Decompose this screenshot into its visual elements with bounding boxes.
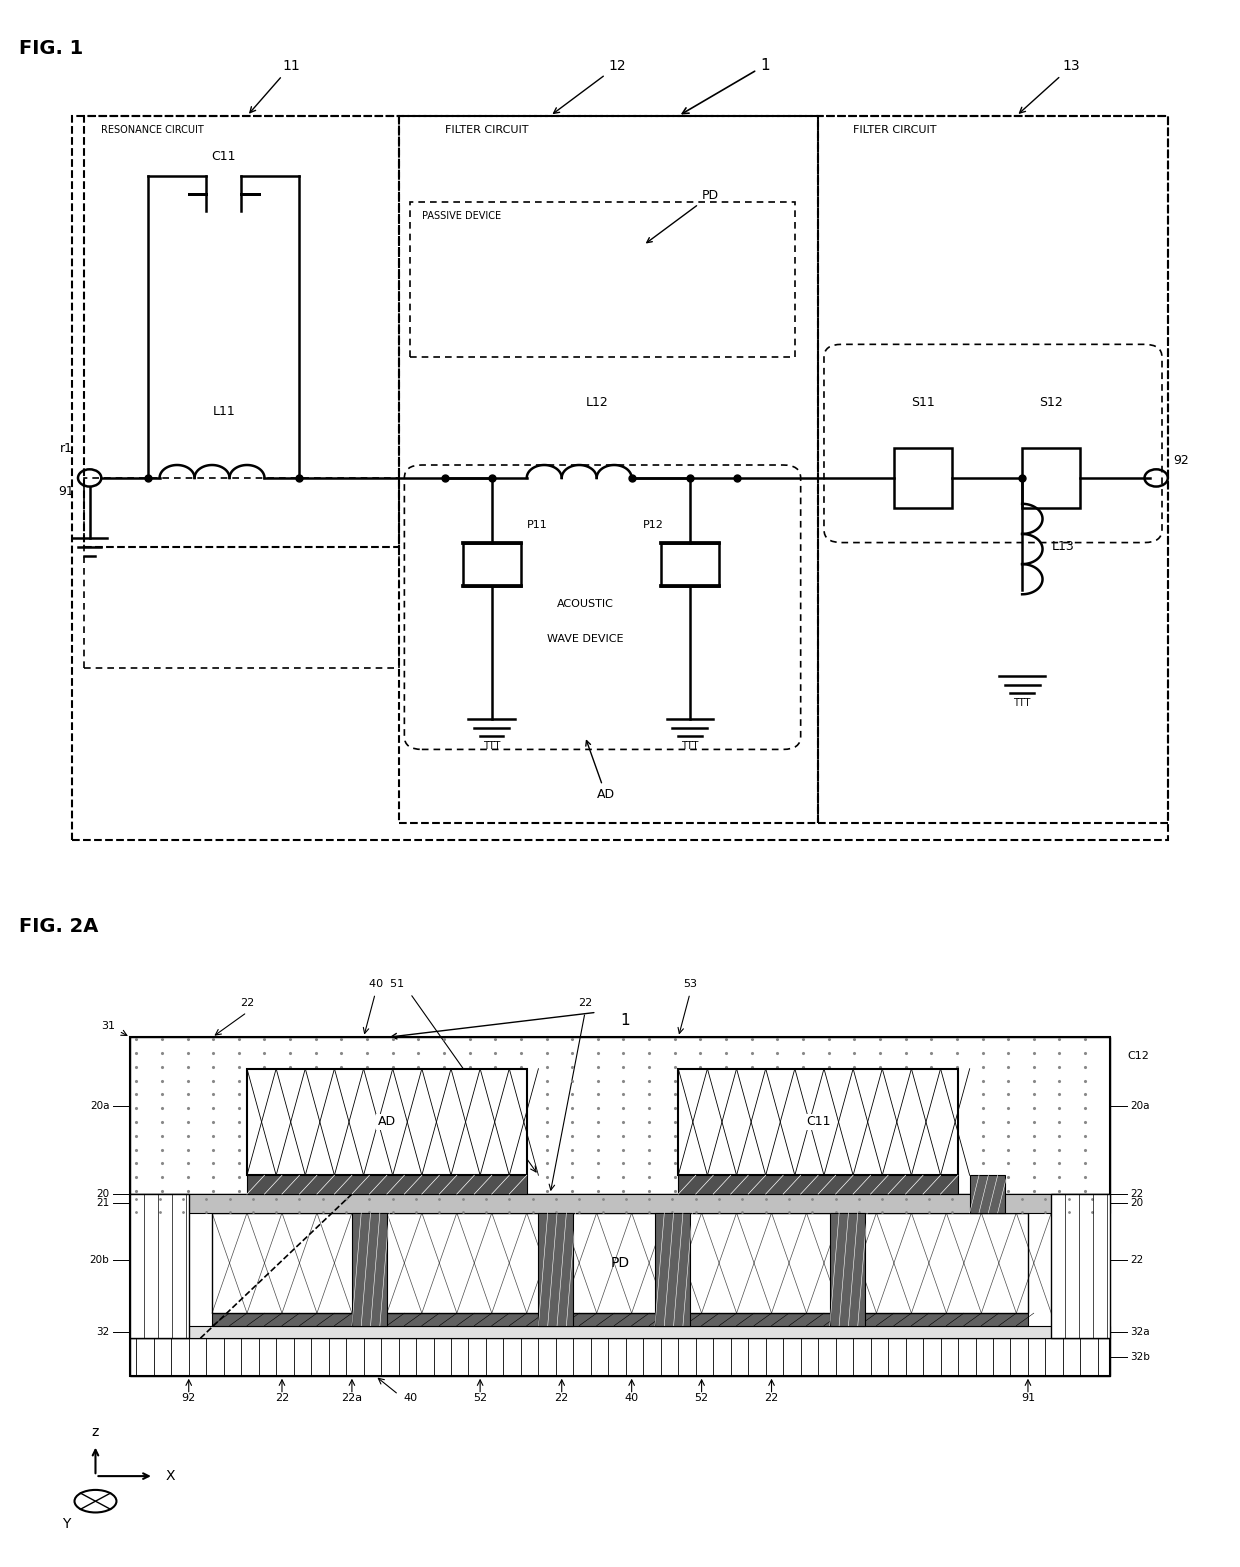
Bar [247,1069,527,1175]
Text: PASSIVE DEVICE: PASSIVE DEVICE [422,210,501,221]
Text: 22: 22 [1131,1255,1143,1265]
Text: S11: S11 [911,396,935,409]
Text: AD: AD [378,1116,396,1128]
Bar [130,1194,1110,1213]
Bar [678,1069,959,1175]
Text: 91: 91 [58,486,74,498]
Bar [894,448,952,508]
Text: 91: 91 [1021,1393,1035,1402]
Text: 1: 1 [682,58,770,114]
Text: 20a: 20a [91,1102,109,1111]
Bar [661,542,719,586]
Bar [130,1194,188,1338]
Text: z: z [92,1424,99,1439]
Text: FILTER CIRCUIT: FILTER CIRCUIT [853,124,936,135]
Text: 52: 52 [474,1393,487,1402]
Text: 40: 40 [625,1393,639,1402]
Text: C11: C11 [806,1116,831,1128]
Text: 22: 22 [1131,1189,1143,1199]
Text: L13: L13 [1052,541,1074,553]
Text: 20a: 20a [1131,1102,1149,1111]
Bar [247,1175,527,1194]
Text: 1: 1 [620,1012,630,1028]
Text: 20: 20 [1131,1199,1143,1208]
Text: L12: L12 [585,396,608,409]
Text: 11: 11 [249,60,300,113]
Text: Y: Y [62,1517,71,1531]
Text: AD: AD [585,741,615,801]
Bar [352,1213,387,1326]
Text: 32: 32 [97,1327,109,1337]
Text: 22: 22 [275,1393,289,1402]
Bar [130,1037,1110,1194]
Text: 22: 22 [764,1393,779,1402]
Bar [212,1313,1028,1326]
Bar [130,1037,1110,1376]
Text: 22: 22 [578,998,593,1008]
Text: TTT: TTT [681,741,698,752]
Text: 32b: 32b [1131,1352,1151,1362]
Text: PD: PD [610,1257,630,1269]
Text: 32a: 32a [1131,1327,1151,1337]
Bar [678,1175,959,1194]
Text: 22a: 22a [341,1393,362,1402]
Bar [1052,1194,1110,1338]
Text: X: X [165,1470,175,1482]
Bar [130,1326,1110,1338]
Text: C11: C11 [212,150,236,163]
Text: 52: 52 [694,1393,708,1402]
Text: PD: PD [647,190,719,243]
Text: 40  51: 40 51 [370,979,404,989]
Bar [830,1213,864,1326]
Text: WAVE DEVICE: WAVE DEVICE [547,633,624,644]
Bar [212,1213,1028,1313]
Text: TTT: TTT [484,741,501,752]
Bar [1022,448,1080,508]
Text: 13: 13 [1019,60,1080,113]
Text: 22: 22 [239,998,254,1008]
Text: 12: 12 [553,60,626,113]
Bar [130,1338,1110,1376]
Text: FIG. 2A: FIG. 2A [19,917,98,935]
Text: L11: L11 [212,404,236,417]
Bar [655,1213,689,1326]
Text: 92: 92 [1173,454,1189,467]
Text: 40: 40 [403,1393,417,1402]
Text: 31: 31 [102,1022,115,1031]
Text: FIG. 1: FIG. 1 [19,39,83,58]
Text: RESONANCE CIRCUIT: RESONANCE CIRCUIT [102,124,205,135]
Text: 53: 53 [683,979,697,989]
Text: S12: S12 [1039,396,1063,409]
Text: P11: P11 [527,520,548,530]
Text: TTT: TTT [1013,699,1030,708]
Text: FILTER CIRCUIT: FILTER CIRCUIT [445,124,528,135]
Text: 92: 92 [181,1393,196,1402]
Bar [970,1175,1004,1213]
Text: 20: 20 [97,1189,109,1199]
Text: ACOUSTIC: ACOUSTIC [557,599,614,610]
Text: C12: C12 [1127,1051,1149,1061]
Bar [463,542,521,586]
Text: 20b: 20b [89,1255,109,1265]
Text: r1: r1 [60,442,73,454]
Text: 21: 21 [97,1199,109,1208]
Text: 22: 22 [554,1393,569,1402]
Text: P12: P12 [644,520,665,530]
Bar [538,1213,573,1326]
